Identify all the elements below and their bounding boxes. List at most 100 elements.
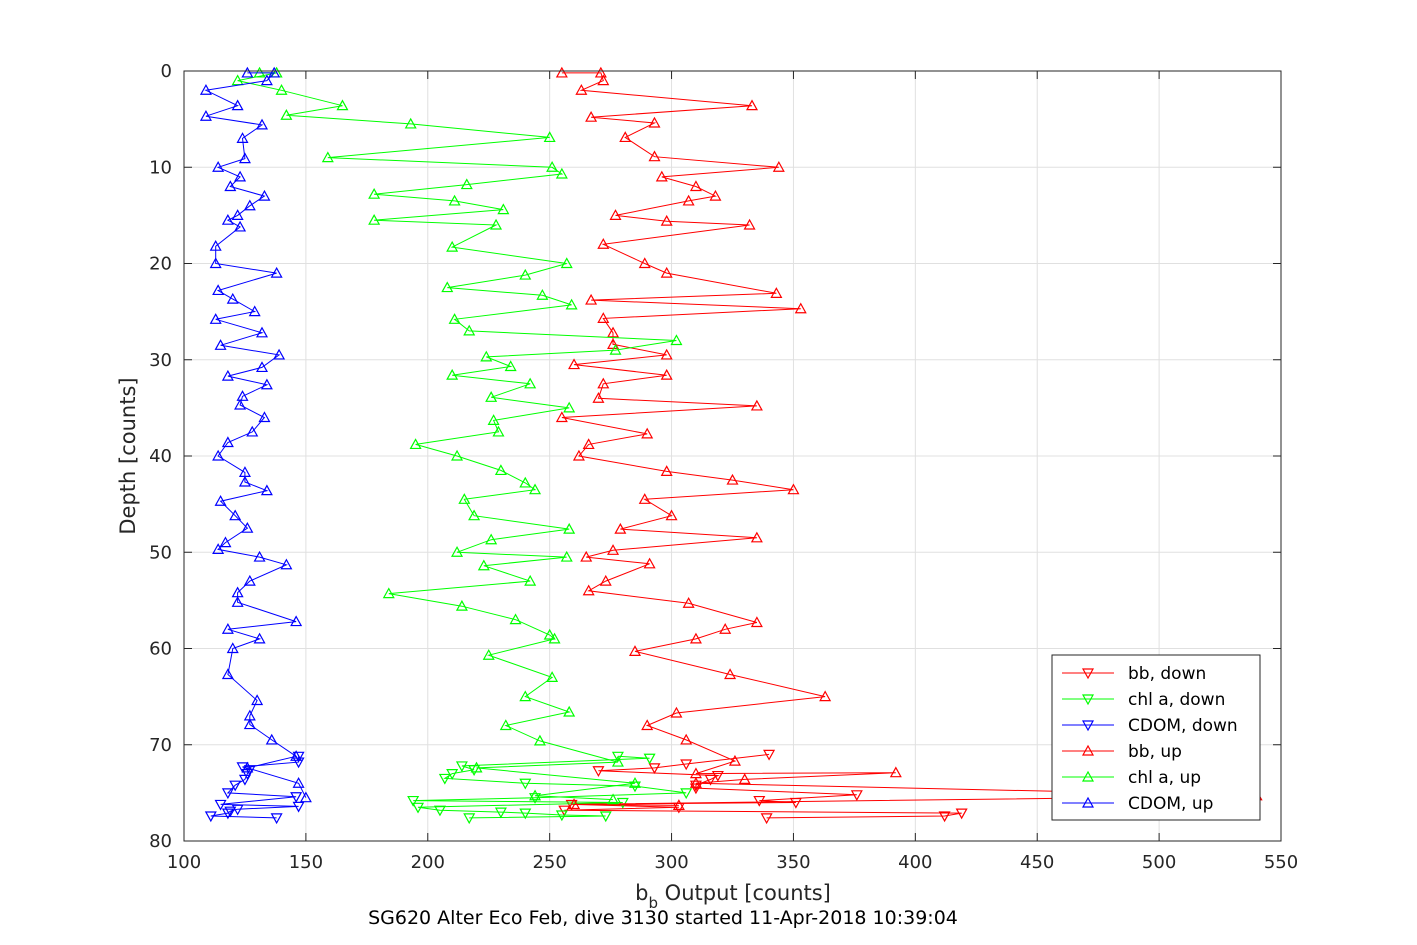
data-point (292, 801, 305, 813)
data-point (234, 170, 247, 182)
data-point (519, 778, 532, 790)
data-point (209, 313, 222, 324)
data-point (670, 706, 683, 718)
data-point (599, 811, 612, 823)
legend-marker (1081, 796, 1095, 808)
data-point (241, 769, 254, 780)
data-point (251, 694, 264, 706)
data-point (224, 806, 237, 818)
legend: bb, down chl a, down CDOM, down bb, up chl a… (1051, 654, 1261, 821)
series-line (413, 755, 687, 819)
data-point (241, 521, 254, 533)
data-point (258, 189, 271, 201)
data-point (680, 788, 693, 800)
data-point (543, 131, 556, 143)
data-point (789, 797, 802, 809)
data-point (582, 438, 595, 450)
data-point (585, 293, 598, 305)
data-point (231, 74, 244, 86)
legend-label: CDOM, up (1128, 794, 1213, 814)
legend-marker (1081, 770, 1095, 782)
x-tick-label: 100 (167, 852, 201, 873)
data-point (238, 152, 251, 164)
data-point (448, 313, 461, 324)
data-point (255, 361, 269, 373)
data-point (599, 574, 612, 586)
data-point (563, 401, 576, 413)
data-point (260, 484, 273, 496)
legend-marker (1081, 744, 1095, 756)
data-point (641, 719, 654, 731)
data-point (204, 811, 217, 823)
data-point (533, 734, 546, 746)
data-point (499, 719, 512, 731)
data-point (243, 574, 256, 586)
legend-label: CDOM, down (1128, 716, 1238, 736)
x-tick-label: 450 (1020, 852, 1054, 873)
data-point (438, 773, 451, 785)
data-point (597, 238, 610, 249)
data-point (689, 632, 702, 644)
data-point (585, 110, 598, 122)
data-point (490, 218, 503, 230)
x-tick-label: 500 (1142, 852, 1176, 873)
legend-label: chl a, up (1128, 768, 1201, 788)
data-point (704, 774, 717, 786)
data-point (597, 377, 610, 389)
data-point (524, 574, 537, 586)
data-point (260, 378, 273, 390)
data-point (565, 298, 578, 310)
data-point (572, 449, 585, 461)
data-point (238, 475, 251, 487)
data-point (485, 533, 498, 545)
data-point (568, 358, 581, 370)
data-point (231, 804, 244, 816)
data-point (236, 390, 249, 401)
data-point (641, 427, 654, 439)
data-point (760, 813, 773, 825)
y-tick-label: 80 (149, 831, 172, 852)
data-point (234, 398, 247, 410)
data-point (212, 284, 225, 296)
data-point (607, 544, 620, 555)
x-axis-label-rest: Output [counts] (658, 881, 831, 905)
data-point (382, 587, 395, 599)
data-point (463, 324, 476, 336)
series-bb-up (555, 66, 1263, 810)
data-point (611, 755, 624, 767)
data-point (563, 522, 576, 534)
data-point (592, 392, 605, 403)
data-point (638, 257, 651, 269)
data-point (689, 777, 702, 788)
legend-entry: bb, down (1062, 664, 1206, 684)
data-point (221, 808, 234, 820)
series-chl-a-up (231, 66, 683, 805)
data-point (229, 509, 242, 521)
data-point (670, 334, 683, 346)
data-point (787, 483, 800, 495)
data-point (546, 671, 559, 682)
data-point (265, 733, 278, 745)
data-point (563, 705, 576, 717)
y-tick-label: 40 (149, 446, 172, 467)
legend-label: chl a, down (1128, 690, 1225, 710)
data-point (580, 550, 593, 562)
data-point (248, 305, 261, 317)
data-point (643, 557, 656, 569)
legend-entry: chl a, down (1062, 690, 1225, 710)
data-point (582, 584, 595, 596)
data-point (199, 84, 212, 95)
x-tick-label: 400 (898, 852, 932, 873)
y-tick-label: 60 (149, 639, 172, 660)
data-point (597, 74, 610, 86)
data-point (519, 808, 532, 820)
legend-marker (1081, 720, 1095, 732)
data-point (246, 425, 259, 437)
data-point (543, 628, 556, 640)
data-point (243, 199, 256, 211)
data-point (750, 616, 763, 628)
data-point (231, 596, 244, 607)
data-point (273, 348, 286, 360)
data-point (689, 180, 702, 192)
series-line (237, 72, 677, 801)
